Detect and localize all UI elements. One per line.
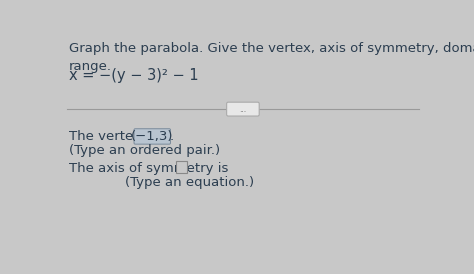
Text: (−1,3): (−1,3) xyxy=(131,130,173,143)
Text: .: . xyxy=(170,130,174,143)
FancyBboxPatch shape xyxy=(227,102,259,116)
FancyBboxPatch shape xyxy=(176,161,187,173)
FancyBboxPatch shape xyxy=(134,129,171,144)
Text: (Type an ordered pair.): (Type an ordered pair.) xyxy=(69,144,219,157)
Text: .: . xyxy=(188,162,192,175)
Text: (Type an equation.): (Type an equation.) xyxy=(125,176,254,189)
Text: Graph the parabola. Give the vertex, axis of symmetry, domain, and
range.: Graph the parabola. Give the vertex, axi… xyxy=(69,42,474,73)
Text: x = −(y − 3)² − 1: x = −(y − 3)² − 1 xyxy=(69,68,198,83)
Text: The vertex is: The vertex is xyxy=(69,130,160,143)
Text: The axis of symmetry is: The axis of symmetry is xyxy=(69,162,232,175)
Text: ...: ... xyxy=(239,105,246,114)
